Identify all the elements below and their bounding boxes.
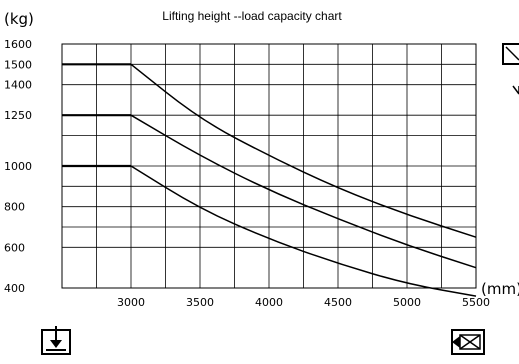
y-tick-label: 1400 xyxy=(4,79,32,92)
y-tick-label: 1000 xyxy=(4,160,32,173)
x-tick-label: 4500 xyxy=(324,296,352,309)
y-axis-unit: (kg) xyxy=(4,10,34,28)
y-tick-label: 400 xyxy=(4,282,25,295)
x-tick-label: 4000 xyxy=(255,296,283,309)
x-axis-unit: (mm) xyxy=(481,280,519,298)
chart-title: Lifting height --load capacity chart xyxy=(162,9,342,23)
load-box-icon-partial xyxy=(502,43,519,95)
y-tick-label: 1500 xyxy=(4,58,32,71)
x-tick-label: 3500 xyxy=(186,296,214,309)
y-tick-label: 1600 xyxy=(4,38,32,51)
lift-down-arrow-icon xyxy=(41,326,71,355)
series-2-curve xyxy=(130,114,477,269)
x-tick-label: 5500 xyxy=(462,296,490,309)
x-tick-labels: 3000 3500 4000 4500 5000 5500 xyxy=(117,296,490,309)
y-tick-label: 800 xyxy=(4,201,25,214)
y-tick-label: 1250 xyxy=(4,109,32,122)
series-1-curve xyxy=(130,63,477,238)
series-layer xyxy=(62,63,477,297)
series-3-curve xyxy=(130,165,477,297)
y-tick-label: 600 xyxy=(4,241,25,254)
y-tick-labels: 400 600 800 1000 1250 1400 1500 1600 xyxy=(4,38,32,295)
x-tick-label: 5000 xyxy=(393,296,421,309)
x-tick-label: 3000 xyxy=(117,296,145,309)
load-box-icon xyxy=(451,329,485,355)
